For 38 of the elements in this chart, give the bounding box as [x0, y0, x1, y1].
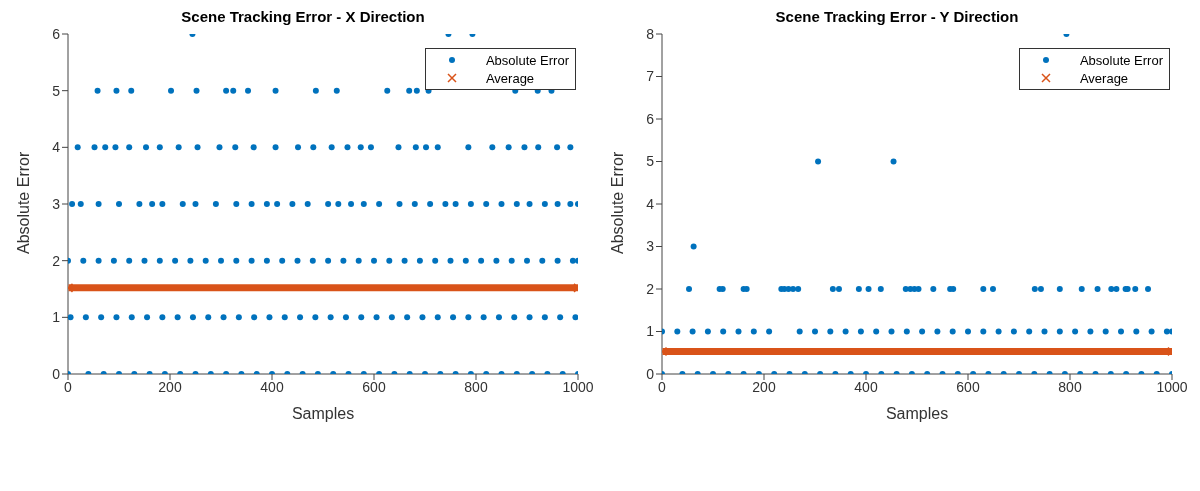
y-tick-label: 1: [52, 309, 61, 326]
x-tick-label: 0: [658, 378, 667, 395]
y-tick-label: 3: [52, 195, 61, 212]
y-tick-label: 7: [646, 68, 655, 85]
y-tick-label: 6: [646, 110, 655, 127]
x-tick-label: 400: [854, 378, 878, 395]
x-tick-label: 200: [158, 378, 182, 395]
x-tick-label: 600: [362, 378, 386, 395]
legend-label: Average: [485, 70, 535, 86]
legend-label: Average: [1079, 70, 1129, 86]
legend-label: Absolute Error: [485, 52, 569, 68]
y-tick-label: 2: [646, 280, 655, 297]
x-axis-title: Samples: [885, 405, 949, 422]
chart-title: Scene Tracking Error - Y Direction: [774, 8, 1020, 26]
x-tick-label: 200: [752, 378, 776, 395]
legend-label: Absolute Error: [1079, 52, 1163, 68]
y-tick-label: 5: [646, 153, 655, 170]
x-tick-label: 600: [956, 378, 980, 395]
y-tick-label: 2: [52, 252, 61, 269]
x-tick-label: 0: [64, 378, 73, 395]
y-axis-title: Absolute Error: [14, 151, 32, 254]
y-tick-label: 1: [646, 323, 655, 340]
y-axis-title: Absolute Error: [608, 151, 626, 254]
x-tick-label: 400: [260, 378, 284, 395]
y-tick-label: 8: [646, 25, 655, 42]
y-tick-label: 6: [52, 25, 61, 42]
x-axis-title: Samples: [291, 405, 355, 422]
y-tick-label: 4: [646, 195, 655, 212]
y-tick-label: 5: [52, 82, 61, 99]
x-tick-label: 1000: [1156, 378, 1188, 395]
y-tick-label: 0: [52, 365, 61, 382]
x-tick-label: 800: [464, 378, 488, 395]
x-tick-label: 1000: [562, 378, 594, 395]
chart-title: Scene Tracking Error - X Direction: [180, 8, 426, 26]
x-tick-label: 800: [1058, 378, 1082, 395]
y-tick-label: 0: [646, 365, 655, 382]
y-tick-label: 3: [646, 238, 655, 255]
y-tick-label: 4: [52, 139, 61, 156]
